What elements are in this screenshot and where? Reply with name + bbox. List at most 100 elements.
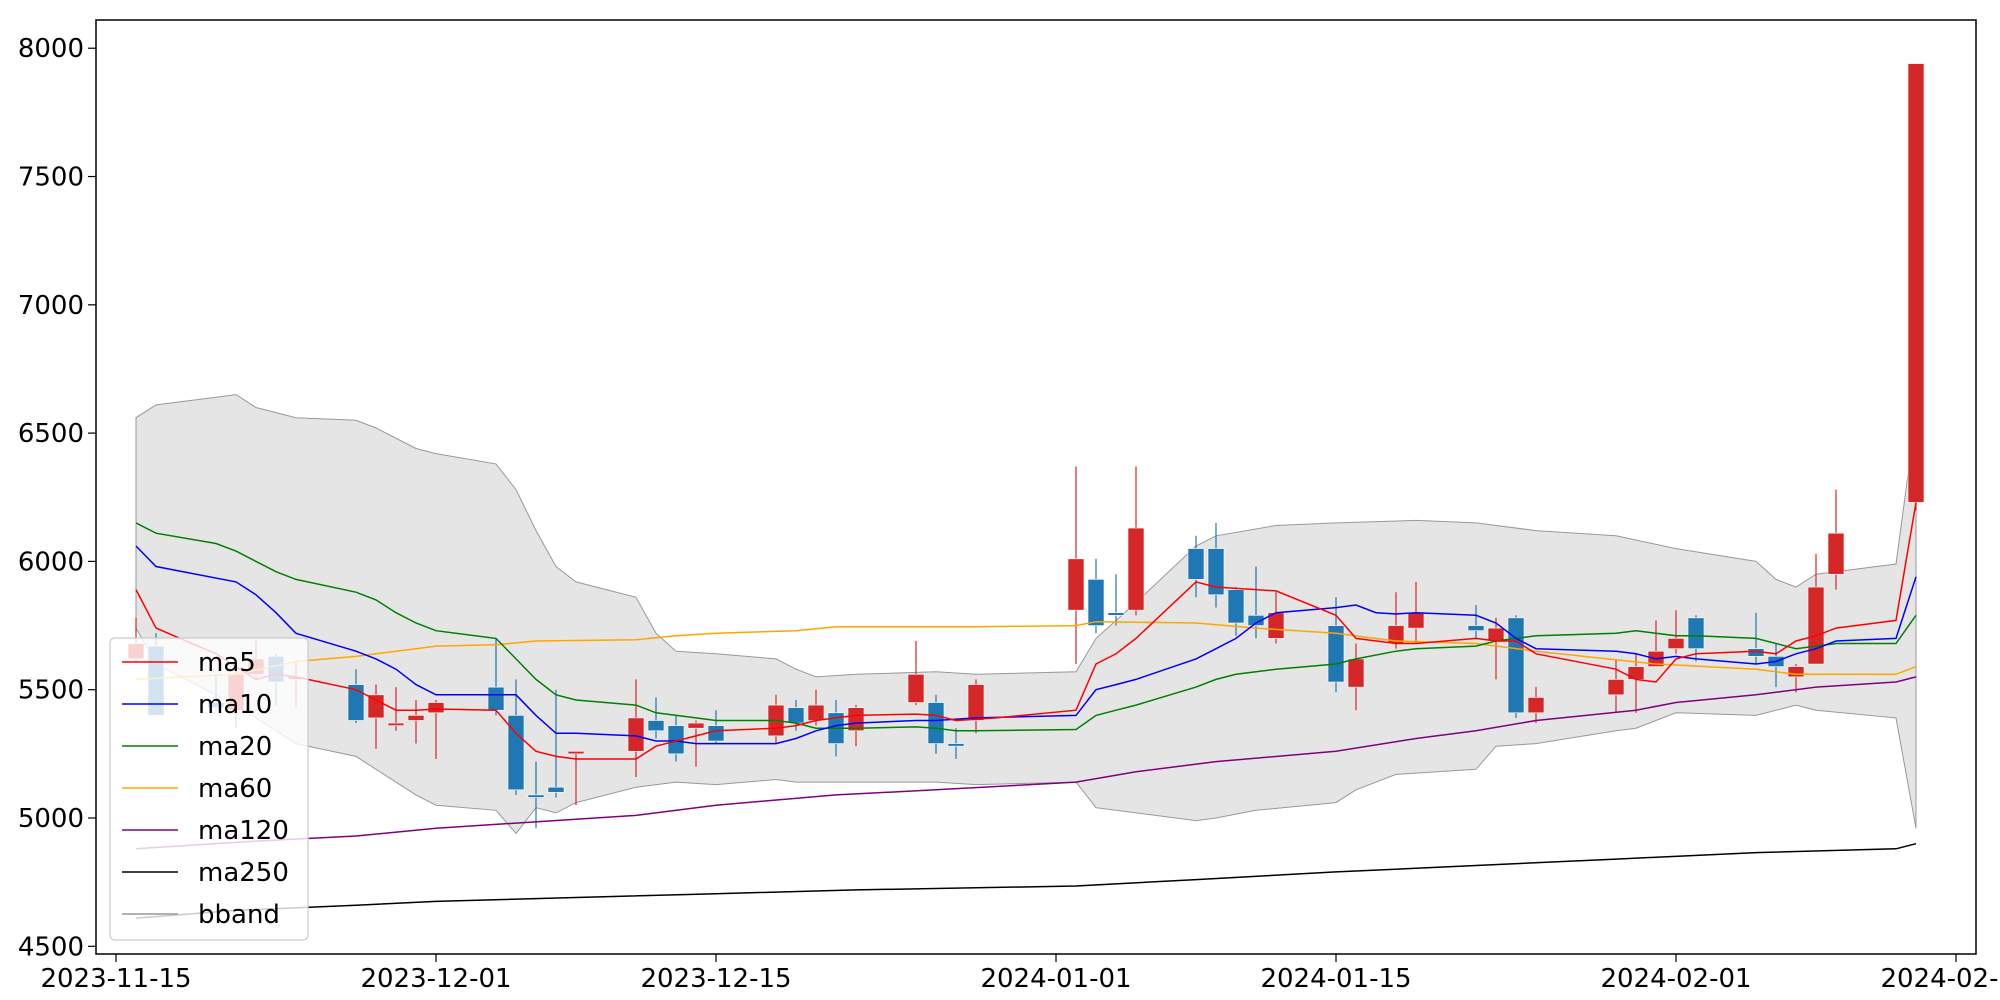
candle-body	[487, 686, 505, 711]
x-tick-label: 2023-11-15	[40, 964, 191, 994]
candle	[1527, 687, 1545, 724]
candle	[1347, 643, 1365, 711]
candle-body	[347, 684, 365, 721]
bband-area	[135, 394, 1917, 835]
x-tick-label: 2023-12-01	[360, 964, 511, 994]
y-tick-label: 7000	[18, 291, 84, 321]
legend-label: ma60	[198, 774, 272, 804]
candle-body	[547, 786, 565, 793]
candle-body	[507, 715, 525, 791]
candle	[1067, 466, 1085, 665]
legend-item: ma20	[122, 732, 272, 762]
candle-body	[1327, 625, 1345, 683]
candle-body	[1187, 548, 1205, 580]
candle-body	[567, 750, 585, 755]
legend-label: ma20	[198, 732, 272, 762]
candle-body	[627, 717, 645, 752]
candle-body	[1827, 532, 1845, 575]
plot-contents	[127, 63, 1925, 919]
ma20-line	[135, 522, 1917, 732]
legend-item: ma60	[122, 774, 272, 804]
candle	[847, 705, 865, 747]
candle-body	[947, 743, 965, 747]
candle	[647, 697, 665, 739]
candle	[1127, 466, 1145, 616]
candle	[1247, 566, 1265, 639]
y-tick-label: 4500	[18, 932, 84, 962]
x-tick-label: 2024-01-15	[1260, 964, 1411, 994]
candle-body	[647, 720, 665, 732]
candle	[1107, 574, 1125, 626]
axes: 4500 5000 5500 6000 6500 7000 7500 8000 2023-11-…	[18, 34, 2000, 994]
legend-item: ma5	[122, 648, 256, 678]
candle	[1207, 522, 1225, 608]
candle	[667, 715, 685, 762]
plot-frame	[95, 19, 1977, 955]
ma10-line	[135, 545, 1917, 745]
plot-area	[127, 63, 1925, 919]
candle	[907, 640, 925, 706]
candle	[1407, 581, 1425, 644]
candle-body	[1507, 617, 1525, 714]
candle	[1327, 597, 1345, 693]
candle-body	[1227, 589, 1245, 624]
candle-body	[707, 725, 725, 742]
candle-body	[907, 674, 925, 703]
legend-item: bband	[122, 900, 280, 930]
candle	[527, 761, 545, 829]
candle-body	[1087, 579, 1105, 626]
candle-body	[427, 702, 445, 714]
candle-body	[1627, 666, 1645, 680]
candle-body	[527, 794, 545, 798]
candle	[707, 710, 725, 744]
candle-body	[1607, 679, 1625, 696]
legend-item: ma120	[122, 816, 289, 846]
legend-label: ma250	[198, 858, 289, 888]
candle-body	[1407, 612, 1425, 629]
candle	[1087, 558, 1105, 634]
ma60-line	[135, 620, 1917, 681]
candle-body	[1487, 627, 1505, 642]
candle-body	[1467, 625, 1485, 631]
candle-body	[807, 704, 825, 721]
candle-body	[1687, 617, 1705, 649]
y-tick-label: 8000	[18, 34, 84, 64]
candle	[1487, 617, 1505, 680]
candle	[967, 679, 985, 734]
legend-label: bband	[198, 900, 280, 930]
candle-body	[1127, 527, 1145, 611]
ma250-line	[135, 842, 1917, 919]
candle	[1787, 664, 1805, 693]
candle	[387, 687, 405, 731]
candle	[567, 750, 585, 806]
candle	[1607, 658, 1625, 713]
x-tick-label: 2023-12-15	[640, 964, 791, 994]
ma5-line	[135, 502, 1917, 760]
candle	[1187, 535, 1205, 598]
candle	[507, 679, 525, 795]
y-tick-label: 6000	[18, 547, 84, 577]
candle	[547, 689, 565, 798]
candle-body	[1207, 548, 1225, 596]
candle	[627, 679, 645, 777]
candle-body	[687, 722, 705, 729]
candle-body	[407, 715, 425, 721]
candle-body	[387, 722, 405, 726]
candle-body	[1067, 558, 1085, 611]
candle-body	[1107, 612, 1125, 616]
candle	[1227, 587, 1245, 636]
candle-body	[1527, 697, 1545, 714]
candle-body	[967, 684, 985, 721]
candle	[1667, 610, 1685, 654]
candle	[927, 694, 945, 754]
legend-item: ma10	[122, 690, 272, 720]
candle	[947, 728, 965, 759]
y-tick-label: 5000	[18, 804, 84, 834]
candle-body	[847, 707, 865, 732]
candle-body	[1807, 586, 1825, 665]
candle	[427, 699, 445, 759]
candle	[1267, 592, 1285, 644]
x-tick-label: 2024-02-01	[1600, 964, 1751, 994]
candle-body	[1667, 638, 1685, 649]
